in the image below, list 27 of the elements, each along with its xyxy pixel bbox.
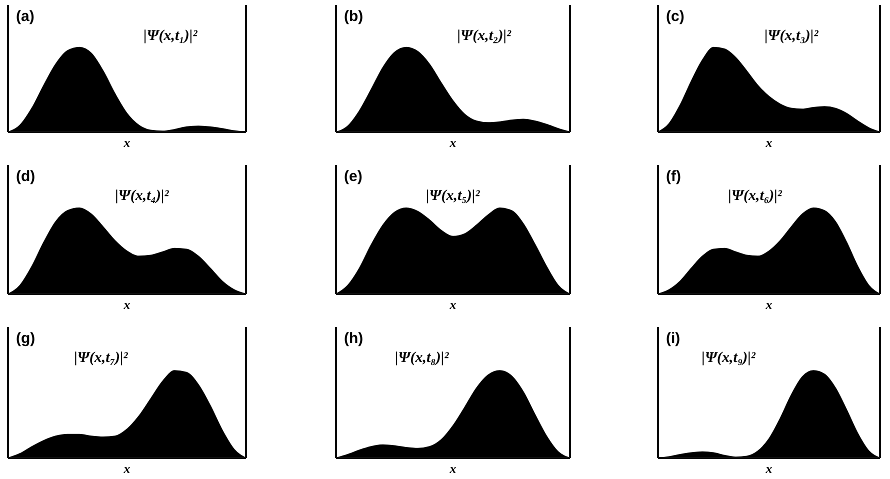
text: |Ψ(x,t₇)|² [74,349,128,368]
x-axis-title: x [450,135,456,150]
text: |Ψ(x,t₂)|² [457,26,512,45]
x-axis-title: x [124,135,130,150]
text: |Ψ(x,t₆)|² [728,186,782,205]
x-axis-title: x [766,461,772,476]
x-axis-title: x [450,461,456,476]
chart-title: (d) [16,168,36,185]
x-axis-title: x [124,297,130,312]
chart-title: (i) [666,330,680,347]
chart-title: (g) [16,330,36,347]
chart-title: (b) [344,8,364,25]
x-axis-title: x [450,297,456,312]
chart-title: (e) [344,168,362,185]
x-axis-title: x [766,297,772,312]
chart-title: (h) [344,330,364,347]
text: |Ψ(x,t₅)|² [426,186,480,205]
chart-title: (c) [666,8,684,25]
text: |Ψ(x,t₉)|² [702,349,756,368]
x-axis-title: x [124,461,130,476]
text: |Ψ(x,t₈)|² [394,349,449,368]
x-axis-title: x [766,135,772,150]
text: |Ψ(x,t₁)|² [143,26,198,45]
chart-title: (f) [666,168,681,185]
text: |Ψ(x,t₄)|² [115,186,169,205]
chart-title: (a) [16,8,34,25]
text: |Ψ(x,t₃)|² [764,26,818,45]
